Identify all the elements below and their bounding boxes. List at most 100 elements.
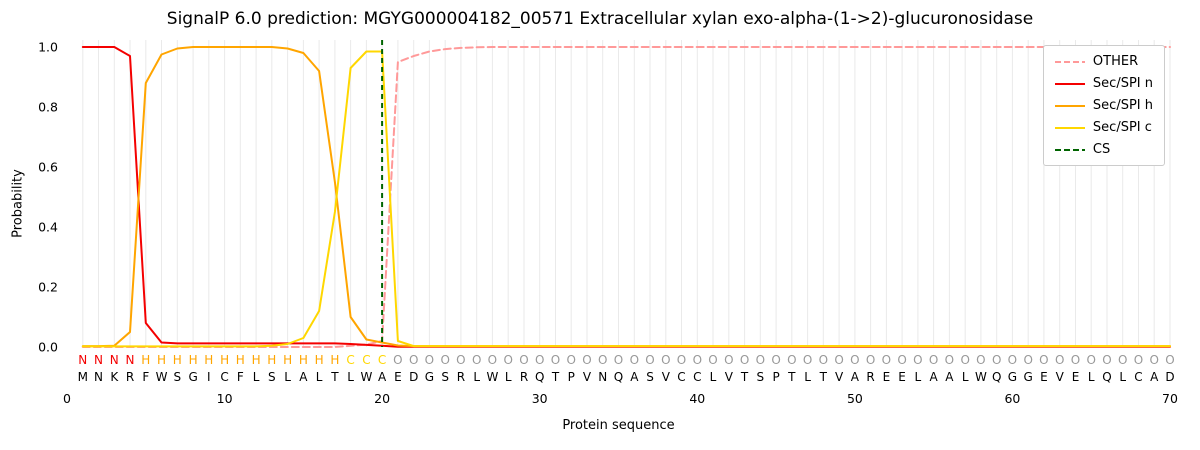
region-label: O — [819, 353, 828, 367]
sequence-letter: A — [630, 370, 639, 384]
region-label: O — [566, 353, 575, 367]
region-label: O — [1039, 353, 1048, 367]
svg-text:0.2: 0.2 — [38, 280, 58, 295]
region-label: O — [945, 353, 954, 367]
legend-entry-cs: CS — [1054, 142, 1153, 157]
sequence-letter: T — [330, 370, 339, 384]
svg-text:60: 60 — [1004, 391, 1020, 406]
series-lines — [81, 46, 1171, 348]
sequence-letter: E — [394, 370, 402, 384]
sequence-letter: L — [1088, 370, 1095, 384]
sequence-letter: L — [316, 370, 323, 384]
legend-label: CS — [1092, 142, 1111, 157]
svg-text:10: 10 — [217, 391, 233, 406]
sequence-letter: L — [473, 370, 480, 384]
sequence-letter: L — [347, 370, 354, 384]
region-label: O — [677, 353, 686, 367]
sequence-letter: L — [505, 370, 512, 384]
svg-text:0: 0 — [63, 391, 71, 406]
region-label: O — [1008, 353, 1017, 367]
sequence-letter: Q — [1102, 370, 1111, 384]
sequence-letter: C — [1134, 370, 1142, 384]
series-line-sec-spi-c — [81, 50, 1171, 348]
region-label: N — [126, 353, 135, 367]
sequence-letter: P — [772, 370, 779, 384]
region-label: H — [267, 353, 276, 367]
region-label: N — [110, 353, 119, 367]
region-label: H — [189, 353, 198, 367]
svg-text:0.4: 0.4 — [38, 220, 58, 235]
region-label: O — [1102, 353, 1111, 367]
legend-line-sample — [1054, 82, 1085, 85]
sequence-letter: S — [268, 370, 276, 384]
series-line-sec-spi-n — [81, 46, 1171, 348]
legend-entry-sec-spi-n: Sec/SPI n — [1054, 76, 1153, 91]
region-label: O — [1165, 353, 1174, 367]
sequence-letter: M — [78, 370, 88, 384]
region-label: O — [834, 353, 843, 367]
region-label: O — [425, 353, 434, 367]
sequence-letter: E — [883, 370, 891, 384]
region-label: O — [488, 353, 497, 367]
sequence-letter: W — [360, 370, 372, 384]
sequence-letter: T — [740, 370, 749, 384]
sequence-letter: L — [1119, 370, 1126, 384]
legend-entry-other: OTHER — [1054, 54, 1153, 69]
region-label: H — [236, 353, 245, 367]
sequence-letter: D — [409, 370, 418, 384]
sequence-letter: T — [787, 370, 796, 384]
legend-label: Sec/SPI n — [1092, 76, 1153, 91]
region-label: O — [645, 353, 654, 367]
sequence-letter: V — [835, 370, 844, 384]
sequence-letter: L — [253, 370, 260, 384]
sequence-letter: R — [457, 370, 465, 384]
sequence-letter: C — [693, 370, 701, 384]
region-label: O — [630, 353, 639, 367]
sequence-letter: D — [1165, 370, 1174, 384]
svg-text:50: 50 — [847, 391, 863, 406]
region-label: O — [582, 353, 591, 367]
sequence-letter: G — [188, 370, 197, 384]
region-label: C — [378, 353, 386, 367]
sequence-letter: V — [662, 370, 671, 384]
sequence-letter: N — [94, 370, 103, 384]
sequence-letter: L — [284, 370, 291, 384]
legend: OTHER Sec/SPI n Sec/SPI h Sec/SPI c CS — [1042, 45, 1165, 166]
region-label: O — [440, 353, 449, 367]
legend-line-sample — [1054, 104, 1085, 107]
sequence-letter: L — [710, 370, 717, 384]
sequence-letter: K — [110, 370, 119, 384]
sequence-letter: W — [486, 370, 498, 384]
x-axis-label: Protein sequence — [562, 418, 675, 433]
region-label: O — [614, 353, 623, 367]
region-label: O — [1149, 353, 1158, 367]
region-label: O — [992, 353, 1001, 367]
region-label: O — [1071, 353, 1080, 367]
sequence-letter: E — [898, 370, 906, 384]
sequence-letter: W — [156, 370, 168, 384]
sequence-letter: C — [677, 370, 685, 384]
series-line-other — [81, 46, 1171, 348]
sequence-letter: R — [866, 370, 874, 384]
region-label: O — [456, 353, 465, 367]
region-label: O — [535, 353, 544, 367]
sequence-letter: F — [142, 370, 149, 384]
legend-line-sample — [1054, 126, 1085, 129]
region-label: O — [929, 353, 938, 367]
sequence-letter: S — [441, 370, 449, 384]
svg-text:70: 70 — [1162, 391, 1178, 406]
region-label: O — [771, 353, 780, 367]
region-label: C — [346, 353, 354, 367]
region-label: N — [78, 353, 87, 367]
region-label: N — [94, 353, 103, 367]
sequence-letter: A — [1150, 370, 1159, 384]
svg-text:20: 20 — [374, 391, 390, 406]
sequence-letter: G — [425, 370, 434, 384]
sequence-letter: A — [378, 370, 387, 384]
legend-label: Sec/SPI c — [1092, 120, 1152, 135]
svg-text:40: 40 — [689, 391, 705, 406]
region-label: O — [787, 353, 796, 367]
